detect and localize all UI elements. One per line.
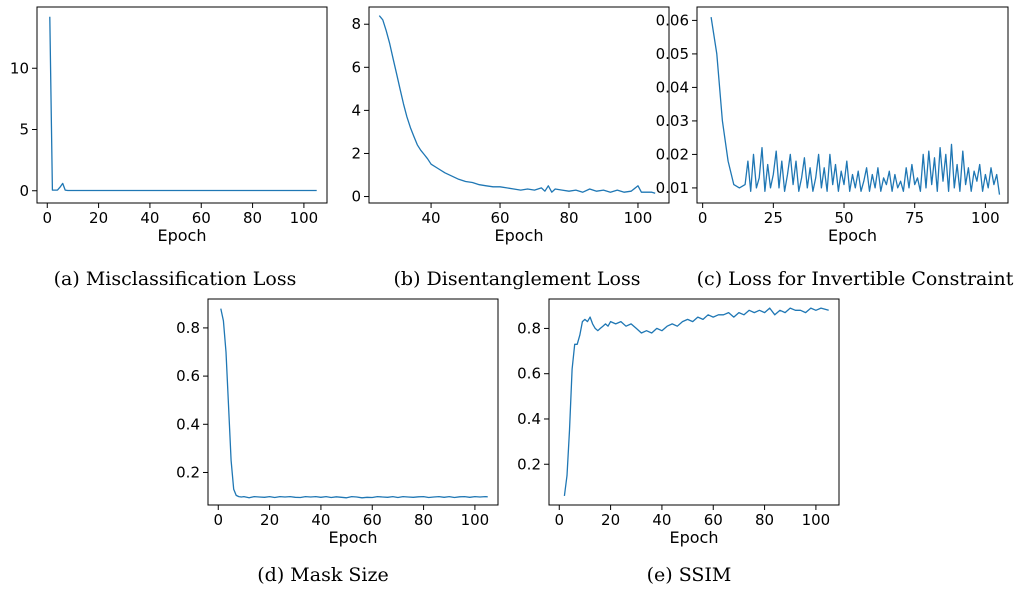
chart-c-plot-frame <box>696 6 1009 204</box>
chart-c-x-tick-label: 0 <box>698 209 708 227</box>
chart-d-y-tick-label: 0.8 <box>176 319 200 337</box>
chart-c-x-tick-label: 75 <box>905 209 924 227</box>
chart-a-y-tick-label: 10 <box>10 59 29 77</box>
chart-a-y-tick-label: 5 <box>19 121 29 139</box>
chart-a-x-tick-label: 40 <box>140 209 159 227</box>
chart-b-x-tick-label: 60 <box>490 209 509 227</box>
chart-e-y-tick-label: 0.6 <box>517 365 541 383</box>
chart-e-y-tick-label: 0.4 <box>517 410 541 428</box>
chart-c-x-tick-label: 100 <box>971 209 1000 227</box>
chart-d-y-tick-label: 0.2 <box>176 463 200 481</box>
chart-a-plot-frame <box>36 6 328 204</box>
chart-c-series-line <box>710 17 1001 195</box>
chart-a-x-tick-label: 100 <box>290 209 319 227</box>
chart-a-x-tick-label: 60 <box>192 209 211 227</box>
chart-c-x-tick-label: 25 <box>764 209 783 227</box>
chart-c-y-tick-label: 0.04 <box>656 78 689 96</box>
chart-c-y-tick-label: 0.02 <box>656 145 689 163</box>
chart-c-y-tick-label: 0.01 <box>656 179 689 197</box>
chart-d-x-tick-label: 20 <box>260 511 279 529</box>
chart-a-x-tick-label: 0 <box>42 209 52 227</box>
chart-d: 0 20 40 60 80 100 0.2 0.4 0.6 0.8 Epoch (d) Mask Si… <box>176 298 499 586</box>
chart-b-x-tick-label: 80 <box>559 209 578 227</box>
chart-e-y-tick-label: 0.2 <box>517 455 541 473</box>
chart-d-x-tick-label: 60 <box>363 511 382 529</box>
chart-b-caption: (b) Disentanglement Loss <box>394 268 641 290</box>
chart-d-y-tick-label: 0.6 <box>176 367 200 385</box>
chart-b-y-tick-label: 2 <box>351 144 361 162</box>
chart-b-x-axis-label: Epoch <box>495 226 544 245</box>
chart-b-x-tick-label: 100 <box>624 209 653 227</box>
chart-a: 0 20 40 60 80 100 0 5 10 Epoch (a) Misclassificati… <box>10 6 328 290</box>
chart-c-caption: (c) Loss for Invertible Constraint <box>697 268 1014 290</box>
chart-e-x-axis-label: Epoch <box>670 528 719 547</box>
chart-d-x-tick-label: 0 <box>213 511 223 529</box>
chart-b-y-tick-label: 6 <box>351 58 361 76</box>
chart-d-x-tick-label: 100 <box>461 511 490 529</box>
chart-e-plot-frame <box>548 298 840 506</box>
chart-e-x-tick-label: 80 <box>755 511 774 529</box>
chart-c: 0 25 50 75 100 0.01 0.02 0.03 0.04 0.05 0.06 Epoch (… <box>656 6 1014 290</box>
chart-d-plot-frame <box>207 298 499 506</box>
chart-e-x-tick-label: 60 <box>704 511 723 529</box>
chart-d-series-line <box>220 308 488 499</box>
chart-b-plot-frame <box>368 6 670 204</box>
chart-b-y-tick-label: 8 <box>351 15 361 33</box>
chart-a-x-tick-label: 80 <box>243 209 262 227</box>
chart-c-y-tick-label: 0.05 <box>656 45 689 63</box>
chart-b-series-line <box>378 15 656 194</box>
chart-a-y-tick-label: 0 <box>19 182 29 200</box>
chart-d-x-tick-label: 40 <box>311 511 330 529</box>
chart-c-y-tick-label: 0.06 <box>656 11 689 29</box>
chart-d-y-tick-label: 0.4 <box>176 415 200 433</box>
chart-e: 0 20 40 60 80 100 0.2 0.4 0.6 0.8 Epoch (e) SSIM <box>517 298 840 586</box>
chart-c-x-tick-label: 50 <box>834 209 853 227</box>
chart-c-x-axis-label: Epoch <box>828 226 877 245</box>
chart-e-caption: (e) SSIM <box>647 564 732 586</box>
chart-e-x-tick-label: 100 <box>802 511 831 529</box>
chart-a-series-line <box>49 16 317 192</box>
chart-e-x-tick-label: 0 <box>554 511 564 529</box>
chart-e-series-line <box>563 307 829 496</box>
chart-a-caption: (a) Misclassification Loss <box>54 268 297 290</box>
chart-b: 40 60 80 100 0 2 4 6 8 Epoch (b) Disentanglement L… <box>351 6 670 290</box>
chart-e-y-tick-label: 0.8 <box>517 319 541 337</box>
chart-c-y-tick-label: 0.03 <box>656 112 689 130</box>
chart-a-x-axis-label: Epoch <box>158 226 207 245</box>
chart-a-x-tick-label: 20 <box>89 209 108 227</box>
chart-b-y-tick-label: 4 <box>351 101 361 119</box>
chart-d-caption: (d) Mask Size <box>257 564 388 586</box>
chart-d-x-tick-label: 80 <box>414 511 433 529</box>
chart-b-y-tick-label: 0 <box>351 188 361 206</box>
chart-e-x-tick-label: 20 <box>601 511 620 529</box>
chart-d-x-axis-label: Epoch <box>329 528 378 547</box>
chart-e-x-tick-label: 40 <box>652 511 671 529</box>
chart-b-x-tick-label: 40 <box>422 209 441 227</box>
